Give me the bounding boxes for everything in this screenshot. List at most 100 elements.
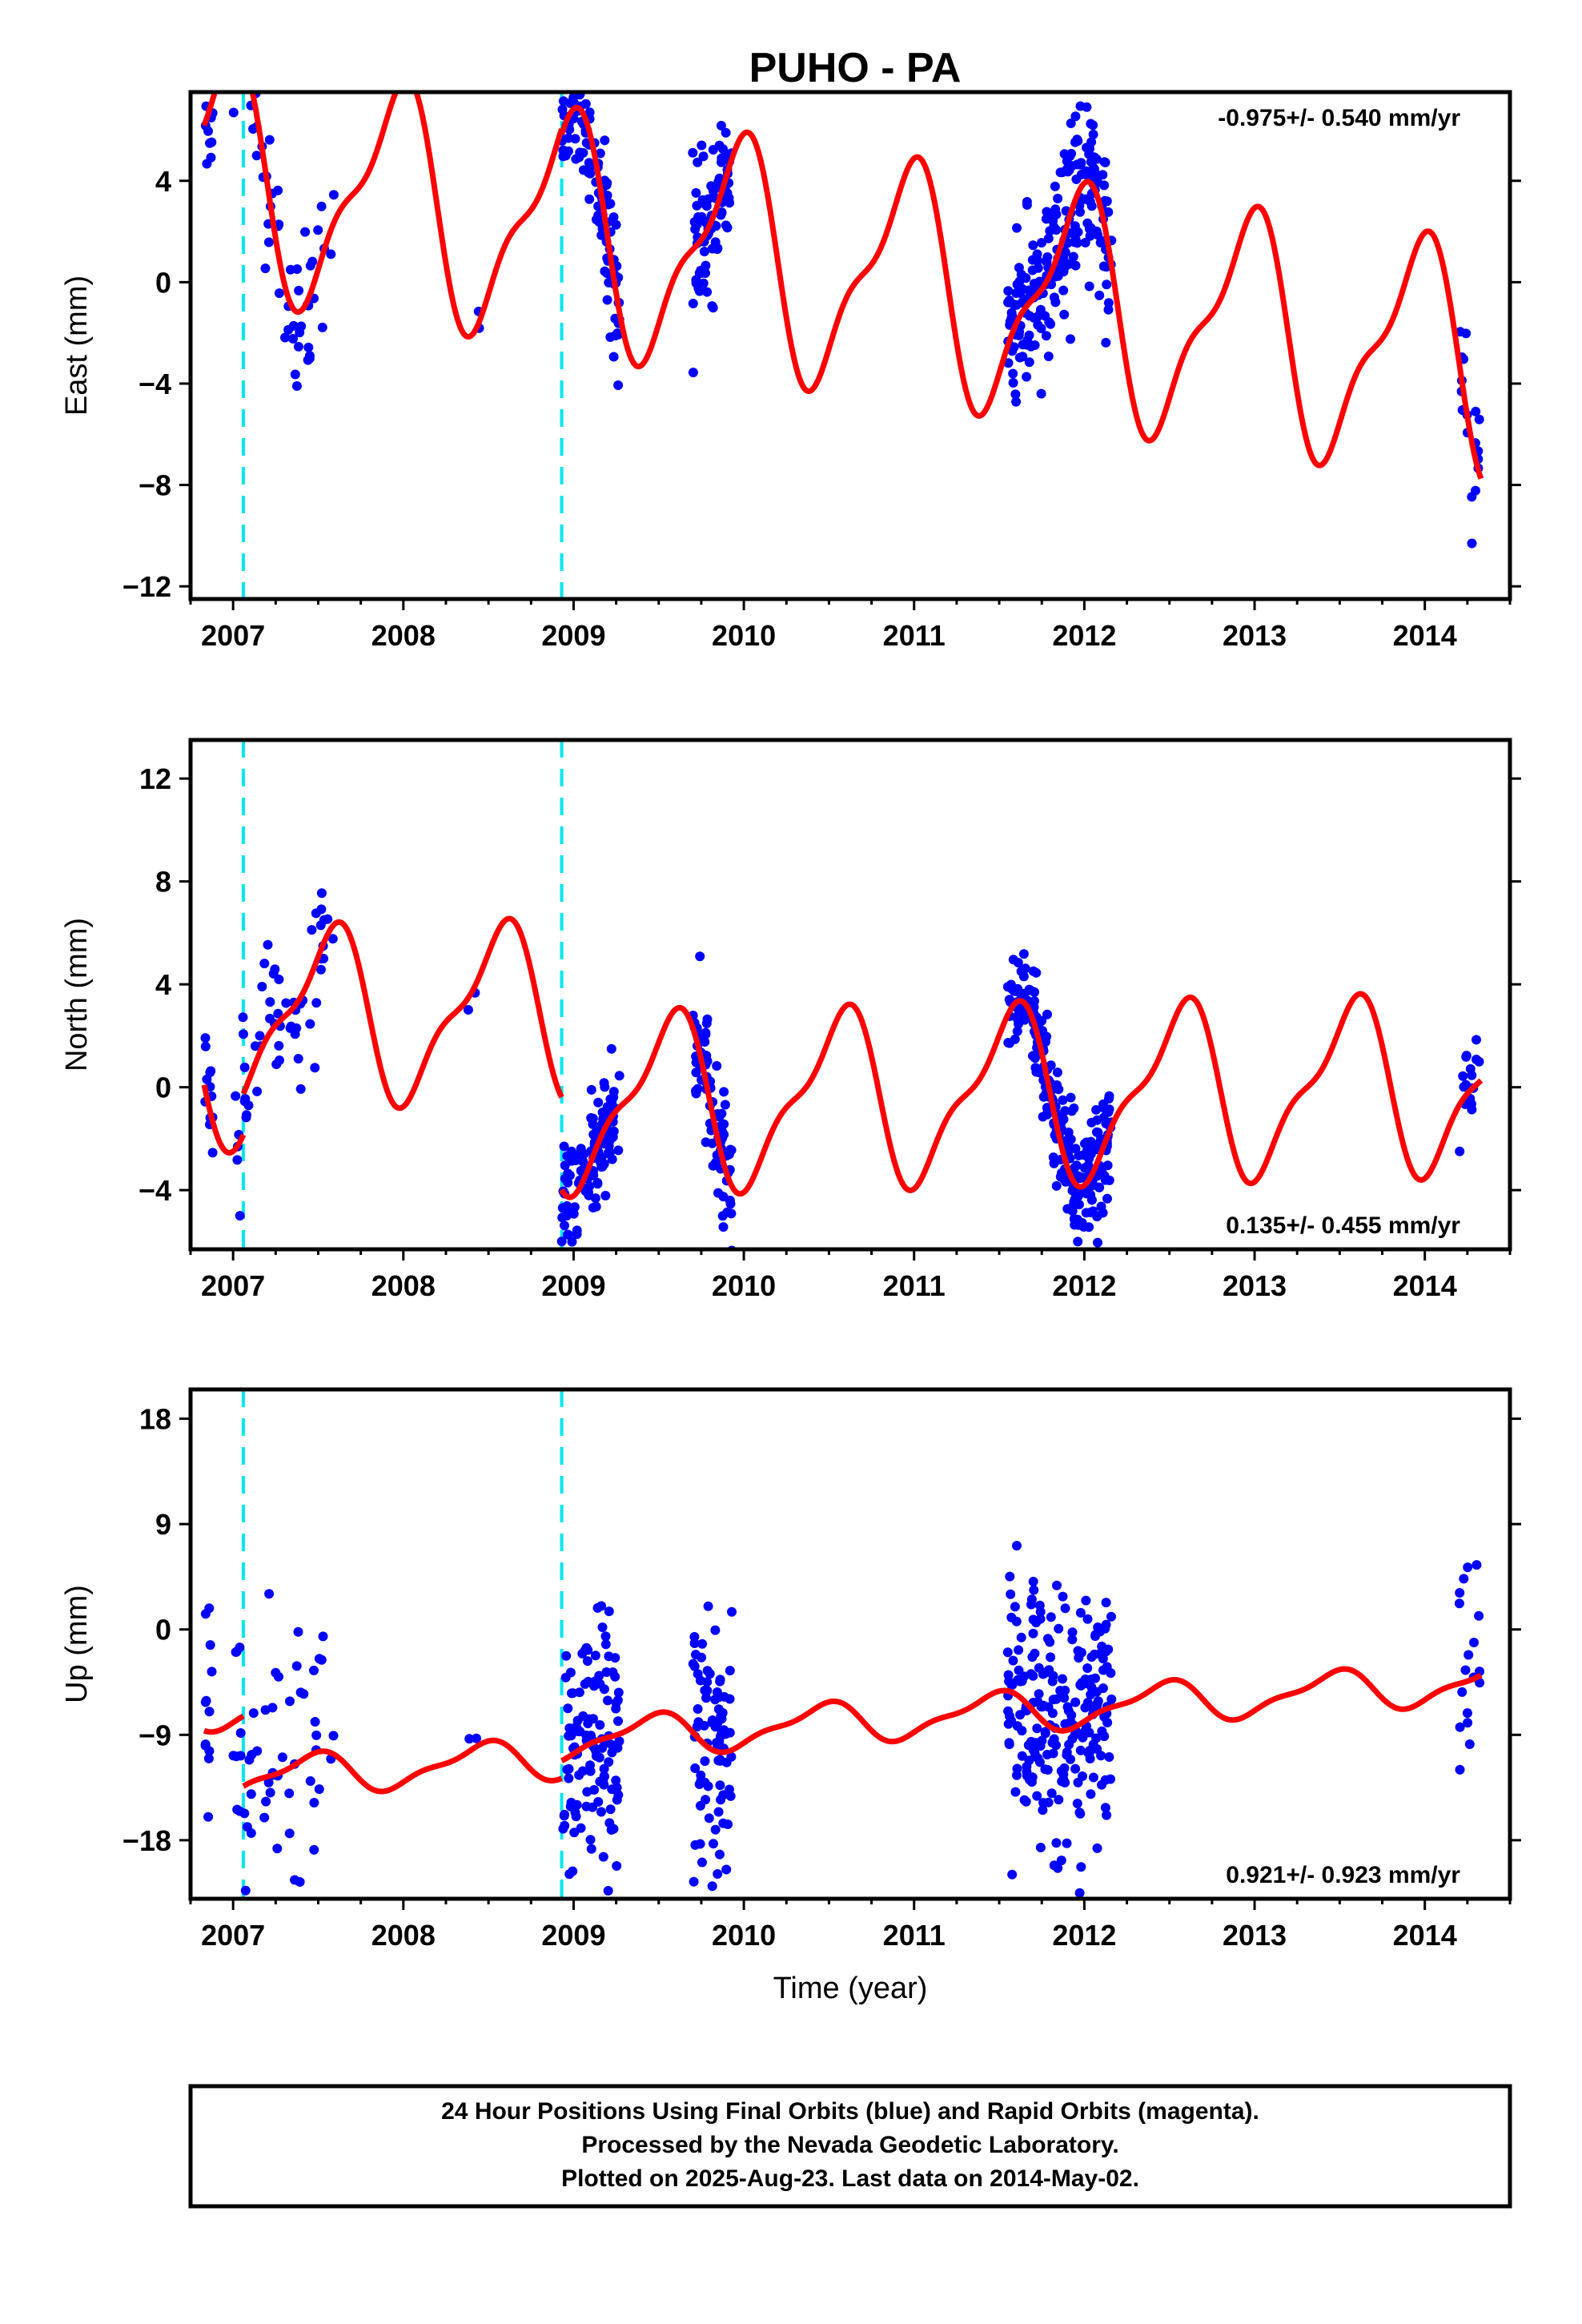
panel-2: 12 8 4 0 −4 2007 2008 2009 2010 2011 2012 2013 2014 N… xyxy=(60,738,1521,1302)
data-point-512 xyxy=(1462,1708,1472,1719)
data-point-52 xyxy=(305,1776,315,1786)
data-point-511 xyxy=(1455,1764,1465,1775)
data-point-31 xyxy=(238,1012,248,1023)
panel-frame xyxy=(188,90,1512,601)
data-point-35 xyxy=(293,1626,303,1637)
data-point-52 xyxy=(311,908,321,919)
footer-line-1: 24 Hour Positions Using Final Orbits (bl… xyxy=(441,2098,1259,2125)
data-point-298 xyxy=(1034,1689,1044,1699)
data-point-10 xyxy=(207,1148,218,1158)
y-tick-label: 12 xyxy=(139,762,171,795)
data-point-270 xyxy=(725,1144,736,1155)
data-point-485 xyxy=(1100,1775,1110,1785)
panel-3: 18 9 0 −9 −18 2007 2008 2009 2010 2011 2012 2013 201… xyxy=(60,1387,1521,2005)
x-tick-label: 2014 xyxy=(1393,1269,1457,1302)
data-point-370 xyxy=(1062,238,1073,248)
data-point-496 xyxy=(1093,1622,1103,1632)
data-point-119 xyxy=(559,1141,569,1152)
data-point-28 xyxy=(239,1029,248,1039)
data-point-325 xyxy=(1088,129,1098,139)
data-point-231 xyxy=(723,1819,733,1829)
data-point-64 xyxy=(311,998,322,1008)
data-point-248 xyxy=(703,1601,713,1611)
data-point-269 xyxy=(699,247,709,257)
data-point-501 xyxy=(1098,1665,1108,1675)
data-point-4 xyxy=(204,1707,215,1717)
data-point-376 xyxy=(1031,967,1042,978)
data-point-505 xyxy=(1048,215,1058,226)
data-point-165 xyxy=(558,1823,568,1834)
model-curve-segment-2 xyxy=(249,92,564,340)
data-point-190 xyxy=(604,1606,614,1617)
data-point-172 xyxy=(612,1695,623,1706)
data-point-144 xyxy=(584,107,595,118)
data-point-106 xyxy=(557,54,567,63)
data-point-19 xyxy=(259,1812,270,1823)
figure-title: PUHO - PA xyxy=(749,45,962,91)
y-tick-label: −18 xyxy=(122,1824,171,1857)
data-point-127 xyxy=(564,1763,574,1774)
data-point-477 xyxy=(1026,1669,1036,1679)
data-point-324 xyxy=(1042,1103,1052,1113)
x-tick-label: 2014 xyxy=(1393,1919,1457,1952)
data-point-465 xyxy=(1046,1652,1056,1663)
model-curve-segment-1 xyxy=(201,1084,247,1156)
data-point-157 xyxy=(562,1200,572,1211)
y-tick-label: 8 xyxy=(155,866,171,899)
data-point-178 xyxy=(612,1861,622,1871)
data-point-39 xyxy=(229,58,239,67)
data-point-56 xyxy=(272,1844,283,1854)
data-point-54 xyxy=(315,964,326,975)
data-point-2 xyxy=(207,1667,217,1677)
data-point-440 xyxy=(1059,309,1070,320)
x-tick-label: 2012 xyxy=(1052,1269,1116,1302)
data-point-24 xyxy=(232,1155,243,1165)
data-point-147 xyxy=(600,1639,611,1650)
data-point-48 xyxy=(316,888,327,899)
data-point-463 xyxy=(1075,101,1086,111)
data-point-393 xyxy=(1048,1695,1058,1705)
data-point-239 xyxy=(716,1795,726,1805)
data-point-113 xyxy=(564,43,573,53)
data-point-478 xyxy=(1073,1171,1083,1181)
data-point-503 xyxy=(1090,1631,1100,1641)
data-point-366 xyxy=(1104,1752,1114,1762)
data-point-61 xyxy=(274,1040,284,1051)
data-point-449 xyxy=(1015,288,1026,298)
data-point-99 xyxy=(570,134,580,144)
plot-area xyxy=(200,1389,1485,1899)
data-point-32 xyxy=(307,925,317,935)
x-tick-label: 2008 xyxy=(371,1919,436,1952)
data-point-164 xyxy=(570,1807,580,1817)
plot-area xyxy=(200,43,1484,599)
data-point-63 xyxy=(318,1631,328,1642)
plot-area xyxy=(200,740,1484,1249)
data-point-184 xyxy=(603,1886,613,1896)
data-point-282 xyxy=(1037,238,1046,248)
data-point-504 xyxy=(1072,159,1082,170)
data-point-88 xyxy=(567,1688,576,1699)
data-point-30 xyxy=(288,334,298,344)
data-point-401 xyxy=(1066,119,1076,128)
data-point-463 xyxy=(1028,1745,1038,1755)
data-point-138 xyxy=(574,1687,584,1698)
data-point-244 xyxy=(697,1857,707,1868)
data-point-46 xyxy=(260,1705,271,1715)
data-point-171 xyxy=(580,99,591,109)
data-point-156 xyxy=(607,1095,617,1105)
data-point-43 xyxy=(247,1750,257,1760)
data-point-133 xyxy=(608,1667,618,1678)
data-point-13 xyxy=(248,1708,259,1719)
data-point-57 xyxy=(242,1822,252,1832)
data-point-506 xyxy=(1036,1702,1046,1712)
data-point-388 xyxy=(1004,1739,1014,1750)
data-point-268 xyxy=(697,1638,708,1649)
data-point-185 xyxy=(568,1866,578,1876)
data-point-145 xyxy=(608,1087,619,1097)
data-point-493 xyxy=(1058,1114,1069,1124)
data-point-437 xyxy=(1043,1797,1054,1807)
data-point-421 xyxy=(1075,1808,1086,1819)
data-point-66 xyxy=(274,288,284,299)
model-curve-segment-3 xyxy=(559,991,1484,1200)
data-point-422 xyxy=(1093,230,1103,240)
